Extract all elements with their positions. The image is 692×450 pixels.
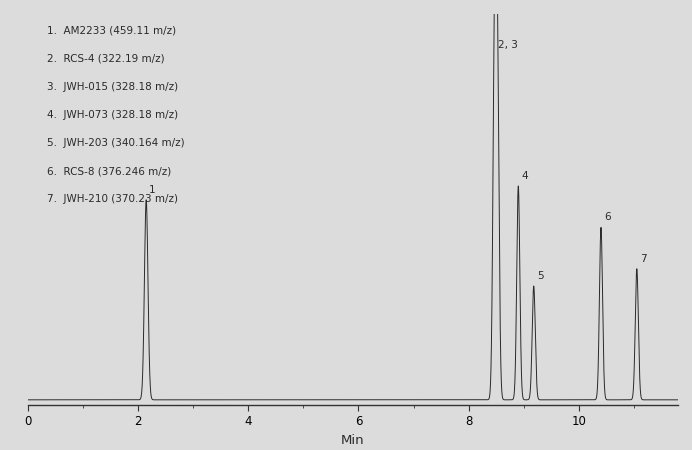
Text: 5: 5 bbox=[537, 271, 544, 281]
Text: 4: 4 bbox=[522, 171, 528, 181]
Text: 4.  JWH-073 (328.18 m/z): 4. JWH-073 (328.18 m/z) bbox=[47, 110, 179, 120]
X-axis label: Min: Min bbox=[341, 434, 365, 447]
Text: 1.  AM2233 (459.11 m/z): 1. AM2233 (459.11 m/z) bbox=[47, 25, 176, 35]
Text: 1: 1 bbox=[149, 184, 156, 194]
Text: 5.  JWH-203 (340.164 m/z): 5. JWH-203 (340.164 m/z) bbox=[47, 138, 185, 148]
Text: 7.  JWH-210 (370.23 m/z): 7. JWH-210 (370.23 m/z) bbox=[47, 194, 179, 204]
Text: 6.  RCS-8 (376.246 m/z): 6. RCS-8 (376.246 m/z) bbox=[47, 166, 172, 176]
Text: 2, 3: 2, 3 bbox=[498, 40, 518, 50]
Text: 3.  JWH-015 (328.18 m/z): 3. JWH-015 (328.18 m/z) bbox=[47, 81, 179, 92]
Text: 7: 7 bbox=[640, 254, 647, 264]
Text: 2.  RCS-4 (322.19 m/z): 2. RCS-4 (322.19 m/z) bbox=[47, 54, 165, 63]
Text: 6: 6 bbox=[604, 212, 611, 222]
